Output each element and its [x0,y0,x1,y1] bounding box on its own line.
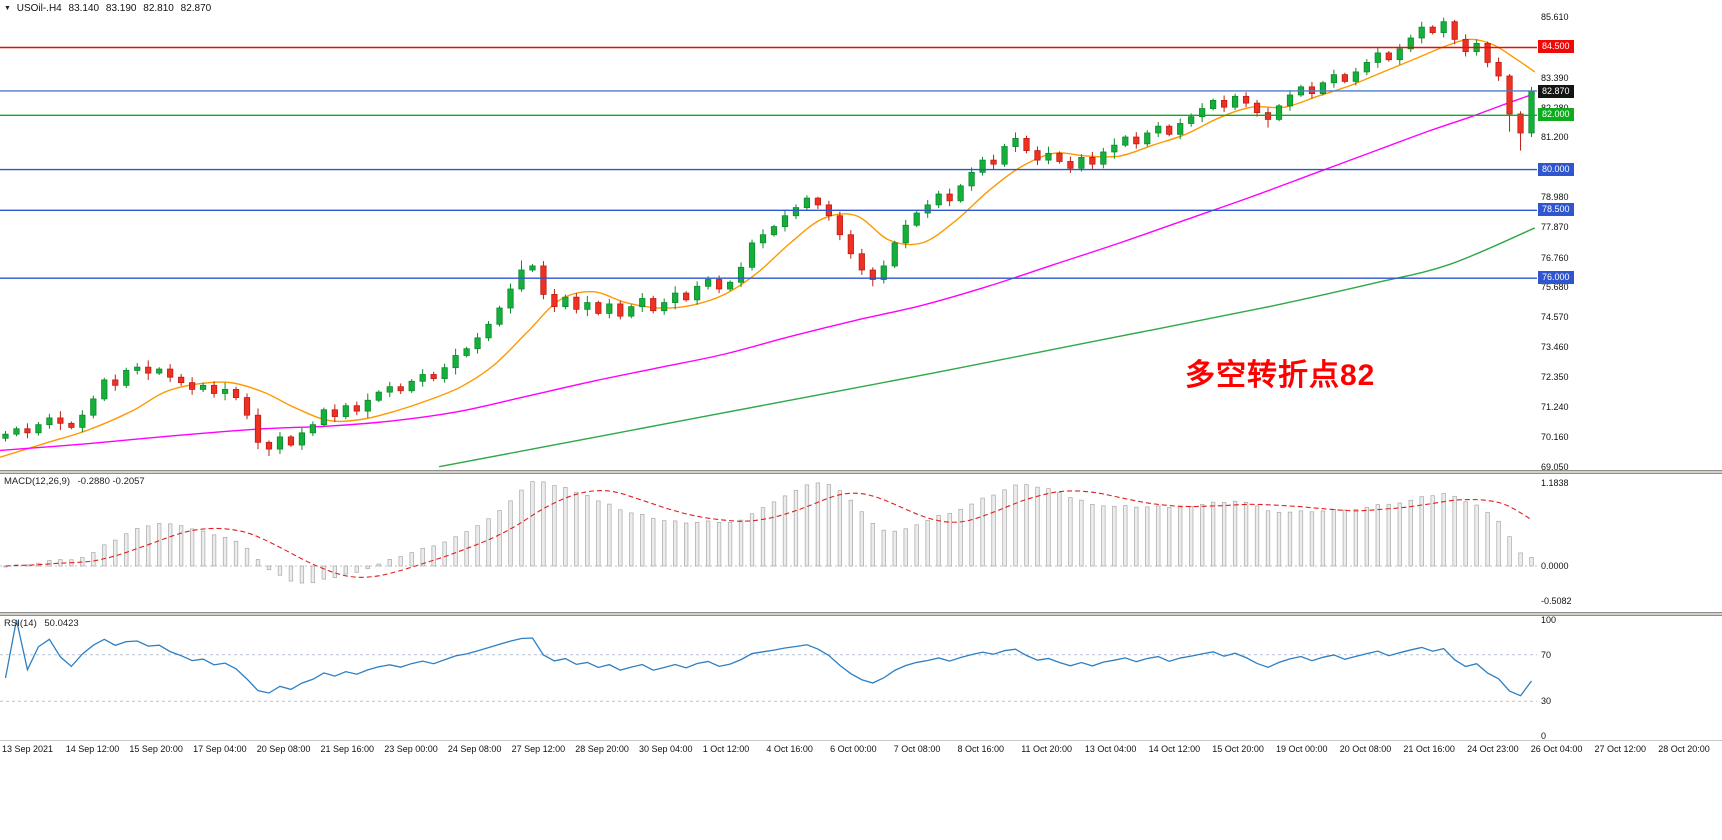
price-level-badge: 84.500 [1538,40,1574,54]
price-tick: 81.200 [1541,132,1569,143]
macd-values: -0.2880 -0.2057 [77,476,145,487]
symbol-timeframe-label: USOil-.H4 [16,3,62,14]
rsi-value: 50.0423 [44,618,79,629]
time-tick: 11 Oct 20:00 [1021,744,1073,754]
time-tick: 15 Sep 20:00 [129,744,183,754]
time-tick: 30 Sep 04:00 [639,744,693,754]
macd-chart-canvas[interactable] [0,474,1537,612]
chart-header: ▼ USOil-.H4 83.140 83.190 82.810 82.870 [4,3,215,14]
price-tick: 77.870 [1541,222,1569,233]
price-level-badge: 80.000 [1538,162,1574,176]
macd-name: MACD(12,26,9) [4,476,70,487]
price-tick: 69.050 [1541,461,1569,472]
price-level-badge: 76.000 [1538,271,1574,285]
time-tick: 15 Oct 20:00 [1212,744,1264,754]
rsi-tick: 0 [1541,731,1547,741]
fast-ma-line [0,38,1536,458]
time-tick: 24 Sep 08:00 [447,744,502,754]
time-tick: 7 Oct 08:00 [893,744,941,754]
time-tick: 19 Oct 00:00 [1276,744,1328,754]
price-tick: 71.240 [1541,402,1569,413]
ohlc-close-value: 82.870 [180,3,212,14]
time-tick: 13 Oct 04:00 [1084,744,1137,754]
time-tick: 26 Oct 04:00 [1530,744,1583,754]
time-tick: 8 Oct 16:00 [957,744,1005,754]
price-tick: 83.390 [1541,72,1569,83]
ohlc-open-value: 83.140 [68,3,100,14]
slow-ma-line [439,227,1536,468]
macd-signal-line [5,490,1532,578]
rsi-pane[interactable]: RSI(14) 50.0423 100 70 30 0 [0,615,1722,741]
price-level-badge: 78.500 [1538,203,1574,217]
time-tick: 14 Sep 12:00 [65,744,120,754]
price-tick: 76.760 [1541,252,1569,263]
pane-separator[interactable] [0,470,1722,474]
macd-tick: -0.5082 [1541,596,1572,607]
time-tick: 27 Oct 12:00 [1594,744,1647,754]
time-tick: 21 Sep 16:00 [320,744,375,754]
price-tick: 73.460 [1541,342,1569,353]
price-tick: 85.610 [1541,12,1569,23]
time-tick: 23 Sep 00:00 [384,744,438,754]
time-tick: 20 Sep 08:00 [256,744,311,754]
time-tick: 1 Oct 12:00 [702,744,750,754]
rsi-tick: 70 [1541,649,1552,660]
mid-ma-line [0,92,1536,452]
candles-group [2,17,1535,456]
time-tick: 24 Oct 23:00 [1467,744,1519,754]
ohlc-low-value: 82.810 [143,3,174,14]
price-level-badge: 82.000 [1538,108,1574,122]
macd-pane[interactable]: MACD(12,26,9) -0.2880 -0.2057 1.1838 0.00… [0,474,1722,612]
time-tick: 21 Oct 16:00 [1403,744,1455,754]
price-tick: 82.280 [1541,103,1569,113]
macd-tick: 0.0000 [1541,561,1569,571]
pane-separator[interactable] [0,612,1722,616]
time-tick: 20 Oct 08:00 [1339,744,1392,754]
time-tick: 6 Oct 00:00 [830,744,877,754]
annotation-text[interactable]: 多空转折点82 [1185,359,1376,392]
time-tick: 27 Sep 12:00 [511,744,566,754]
rsi-line [4,619,1533,697]
price-tick: 78.980 [1541,192,1569,203]
time-tick: 4 Oct 16:00 [766,744,813,754]
price-tick: 74.570 [1541,311,1569,322]
rsi-label: RSI(14) 50.0423 [4,618,84,629]
symbol-marker-icon[interactable]: ▼ [4,5,11,12]
rsi-name: RSI(14) [4,618,37,629]
rsi-axis[interactable]: 100 70 30 0 [1537,615,1722,741]
rsi-tick: 100 [1541,615,1557,625]
ohlc-high-value: 83.190 [105,3,137,14]
rsi-chart-canvas[interactable] [0,616,1537,740]
macd-histogram [3,481,1534,584]
price-axis[interactable]: 85.610 83.390 82.280 81.200 78.980 77.870 76.7… [1537,0,1722,472]
time-tick: 28 Sep 20:00 [575,744,629,754]
time-tick: 13 Sep 2021 [2,744,54,754]
time-axis[interactable]: 13 Sep 2021 14 Sep 12:00 15 Sep 20:00 17 Se… [0,740,1722,759]
time-tick: 17 Sep 04:00 [193,744,247,754]
macd-axis[interactable]: 1.1838 0.0000 -0.5082 [1537,474,1722,612]
rsi-tick: 30 [1541,696,1552,707]
price-pane[interactable]: ▼ USOil-.H4 83.140 83.190 82.810 82.870 … [0,0,1722,472]
current-price-badge: 82.870 [1538,84,1574,98]
price-chart-canvas[interactable] [0,0,1537,470]
time-tick: 28 Oct 20:00 [1658,744,1710,754]
price-tick: 75.680 [1541,281,1569,292]
time-tick: 14 Oct 12:00 [1148,744,1201,754]
price-tick: 70.160 [1541,431,1569,442]
macd-tick: 1.1838 [1541,478,1569,489]
price-tick: 72.350 [1541,372,1569,383]
macd-label: MACD(12,26,9) -0.2880 -0.2057 [4,476,150,487]
